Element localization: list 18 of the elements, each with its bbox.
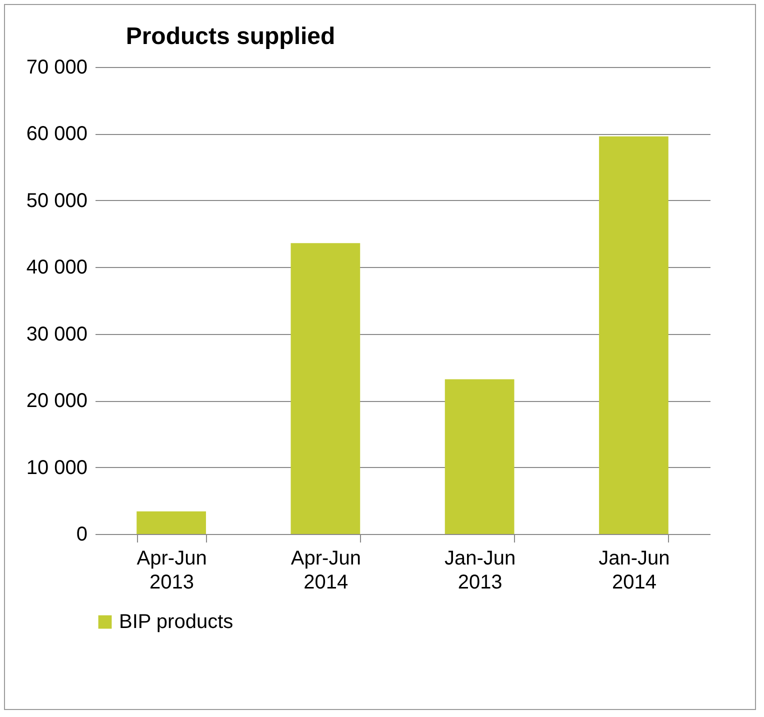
x-tick-label: Apr-Jun 2013 [136,548,207,594]
bar [290,243,360,534]
y-tick-label: 70 000 [26,56,88,78]
x-tick-label: Jan-Jun 2014 [598,548,670,594]
x-tick-label: Jan-Jun 2013 [444,548,516,594]
bar [599,136,668,534]
bar [136,511,206,534]
y-tick-label: 0 [76,524,88,546]
bar [444,379,514,534]
x-tick-label: Apr-Jun 2014 [290,548,361,594]
chart-title: Products supplied [126,23,336,50]
y-tick-label: 10 000 [26,456,88,479]
y-tick-label: 50 000 [26,190,88,212]
y-tick-label: 20 000 [26,390,88,412]
legend-label: BIP products [119,611,234,633]
y-tick-label: 60 000 [26,123,88,146]
y-tick-label: 30 000 [26,323,88,346]
y-tick-label: 40 000 [26,256,88,279]
